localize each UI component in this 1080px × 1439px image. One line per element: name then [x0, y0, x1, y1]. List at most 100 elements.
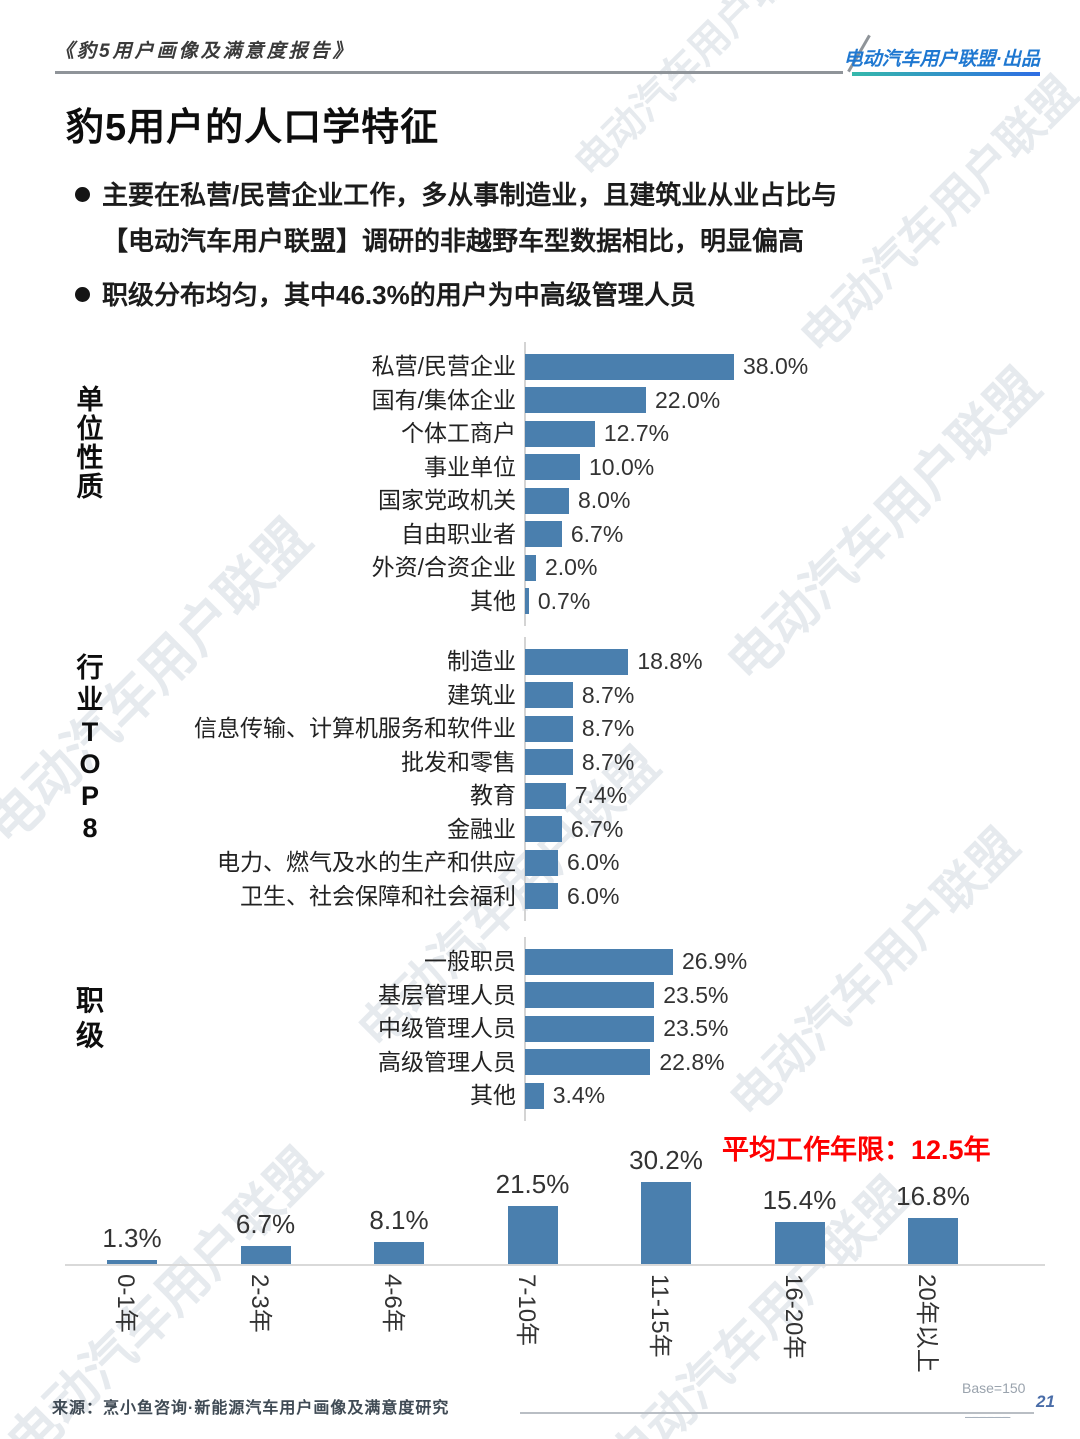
value-label: 18.8% [637, 648, 703, 674]
x-category-label: 11-15年 [646, 1274, 673, 1358]
value-label: 10.0% [589, 453, 655, 480]
bar [107, 1260, 157, 1264]
value-label: 22.0% [655, 386, 721, 413]
value-label: 6.0% [567, 849, 620, 875]
category-label: 中级管理人员 [378, 1015, 516, 1041]
category-label: 外资/合资企业 [371, 554, 516, 580]
category-label: 其他 [470, 587, 516, 614]
category-label: 教育 [470, 782, 516, 808]
bar [525, 682, 573, 708]
category-label: 其他 [470, 1082, 516, 1108]
footer-divider [520, 1412, 1034, 1414]
value-label: 6.7% [235, 1208, 296, 1239]
page-title: 豹5用户的人口学特征 [66, 107, 440, 149]
value-label: 6.7% [570, 520, 624, 547]
axis-line [524, 937, 526, 1121]
value-label: 23.5% [663, 1015, 729, 1041]
category-label: 电力、燃气及水的生产和供应 [217, 849, 516, 875]
category-label: 自由职业者 [401, 520, 516, 547]
category-label: 信息传输、计算机服务和软件业 [194, 715, 516, 741]
axis-line [524, 637, 526, 921]
bar [525, 1082, 544, 1109]
axis-line [524, 342, 526, 626]
bar [525, 454, 580, 480]
value-label: 8.1% [369, 1204, 429, 1235]
value-label: 1.3% [102, 1223, 162, 1254]
category-label: 基层管理人员 [378, 981, 516, 1008]
bar [525, 715, 573, 742]
bar [525, 487, 569, 514]
value-label: 8.7% [581, 681, 635, 708]
category-label: 制造业 [447, 648, 516, 674]
bar [525, 521, 562, 547]
category-label: 事业单位 [424, 453, 516, 480]
bar [525, 749, 573, 775]
average-annotation: 平均工作年限：12.5年 [722, 1135, 991, 1165]
group-label: 行 业 T O P 8 [76, 653, 104, 843]
value-label: 26.9% [681, 948, 748, 974]
bar [525, 816, 562, 842]
bar [525, 1015, 655, 1042]
bar [525, 849, 558, 876]
brand-underline [852, 72, 1040, 76]
baseline [65, 1264, 1045, 1266]
redacted-text: –––––– [965, 1412, 1011, 1423]
bar [525, 420, 595, 447]
value-label: 6.0% [567, 882, 620, 909]
value-label: 3.4% [552, 1082, 606, 1108]
value-label: 16.8% [896, 1181, 970, 1212]
value-label: 12.7% [603, 420, 670, 446]
bullet-icon [75, 287, 90, 302]
bar [240, 1245, 291, 1264]
category-label: 国有/集体企业 [371, 386, 516, 413]
category-label: 卫生、社会保障和社会福利 [240, 882, 516, 909]
bar [774, 1222, 825, 1264]
bar [525, 588, 529, 614]
key-findings: 主要在私营/民营企业工作，多从事制造业，且建筑业从业占比与 【电动汽车用户联盟】… [75, 172, 1035, 326]
category-label: 个体工商户 [401, 420, 516, 446]
group-label: 单 位 性 质 [76, 385, 104, 502]
bar [525, 1049, 651, 1075]
bar [525, 948, 673, 975]
bullet-text: 【电动汽车用户联盟】调研的非越野车型数据相比，明显偏高 [102, 226, 805, 256]
value-label: 2.0% [545, 554, 598, 580]
bar [525, 353, 734, 380]
bar [525, 782, 566, 809]
brand-label: 电动汽车用户联盟·出品 [843, 49, 1040, 70]
x-category-label: 16-20年 [779, 1274, 807, 1360]
x-category-label: 2-3年 [245, 1274, 273, 1333]
bar [525, 648, 629, 675]
sample-base: Base=150 [962, 1380, 1026, 1396]
value-label: 0.7% [537, 587, 591, 614]
bar [525, 554, 536, 581]
bar [525, 982, 655, 1008]
value-label: 23.5% [663, 981, 729, 1008]
category-label: 高级管理人员 [378, 1048, 516, 1075]
bar [507, 1205, 558, 1264]
value-label: 8.0% [578, 487, 631, 513]
page-number: 21 [1036, 1392, 1055, 1411]
value-label: 8.7% [581, 715, 635, 741]
bullet-text: 职级分布均匀，其中46.3%的用户为中高级管理人员 [102, 280, 696, 310]
x-category-label: 4-6年 [379, 1274, 406, 1333]
bar [374, 1241, 424, 1264]
x-category-label: 0-1年 [112, 1274, 139, 1333]
report-title: 《豹5用户画像及满意度报告》 [55, 41, 355, 62]
value-label: 38.0% [743, 353, 809, 379]
bullet-icon [75, 187, 90, 202]
bar [525, 883, 558, 909]
bar [641, 1181, 691, 1264]
value-label: 30.2% [629, 1144, 703, 1175]
category-label: 国家党政机关 [378, 487, 516, 513]
bullet-item: 主要在私营/民营企业工作，多从事制造业，且建筑业从业占比与 【电动汽车用户联盟】… [75, 172, 1035, 264]
value-label: 21.5% [495, 1168, 570, 1199]
value-label: 8.7% [581, 748, 635, 775]
category-label: 批发和零售 [401, 748, 516, 775]
header-divider [55, 71, 843, 74]
category-label: 一般职员 [424, 948, 516, 974]
category-label: 金融业 [447, 815, 516, 842]
bullet-text: 主要在私营/民营企业工作，多从事制造业，且建筑业从业占比与 [102, 180, 838, 210]
bar [525, 387, 646, 413]
